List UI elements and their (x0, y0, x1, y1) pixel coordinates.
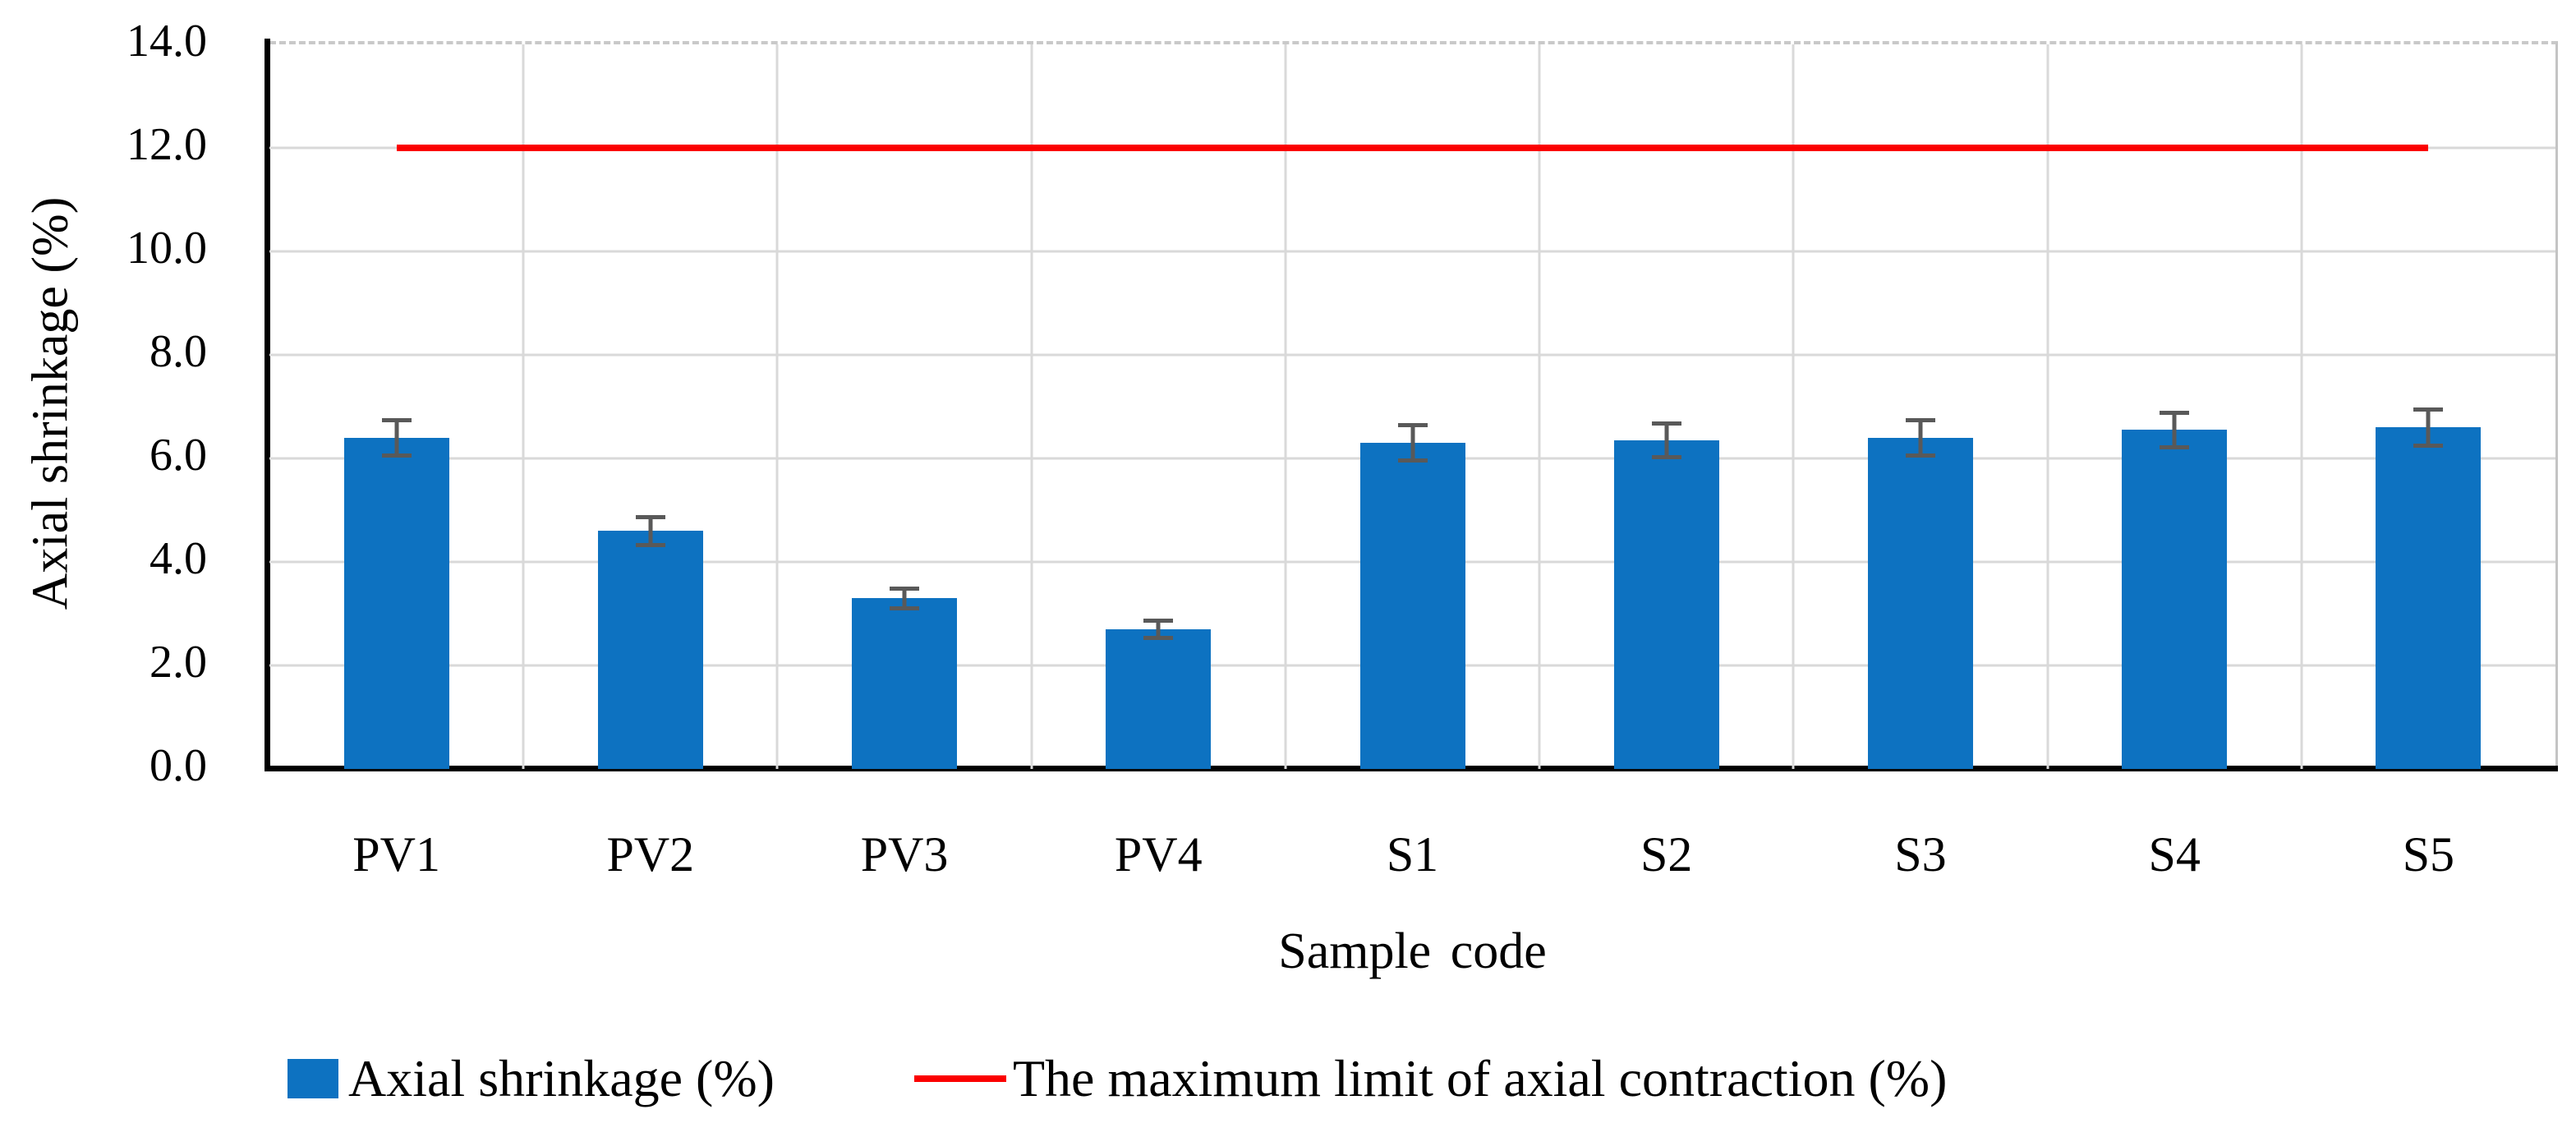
x-tick-label-S5: S5 (2402, 827, 2455, 882)
y-tick-label-6.0: 6.0 (150, 430, 207, 481)
x-tick-label-S3: S3 (1894, 827, 1947, 882)
error-bar-stem (1664, 423, 1669, 458)
bar-S4 (2122, 430, 2228, 769)
error-bar-PV2 (635, 514, 665, 547)
y-tick-label-4.0: 4.0 (150, 533, 207, 584)
error-bar-stem (1410, 425, 1414, 462)
max-limit-line (396, 145, 2429, 151)
error-bar-S5 (2413, 407, 2444, 448)
x-tick-label-S2: S2 (1640, 827, 1693, 882)
x-axis-title: Sample code (1278, 923, 1547, 979)
error-bar-PV4 (1143, 618, 1174, 641)
error-bar-S2 (1651, 421, 1681, 459)
bar-S5 (2376, 427, 2482, 769)
x-tick-label-PV4: PV4 (1114, 827, 1203, 882)
y-tick-label-10.0: 10.0 (126, 223, 207, 274)
legend-line-swatch-icon (913, 1075, 1006, 1082)
error-bar-stem (1918, 419, 1923, 456)
x-tick-label-S4: S4 (2148, 827, 2201, 882)
error-bar-S4 (2160, 410, 2190, 449)
gridline-vertical-7 (2046, 44, 2049, 769)
error-bar-stem (2426, 408, 2431, 446)
bar-PV4 (1106, 628, 1212, 769)
gridline-vertical-6 (1792, 44, 1795, 769)
error-bar-S1 (1397, 423, 1428, 463)
bar-PV2 (597, 531, 703, 769)
y-tick-label-14.0: 14.0 (126, 16, 207, 67)
bar-PV3 (852, 598, 958, 769)
gridline-horizontal-8.0 (269, 353, 2555, 357)
error-bar-PV1 (381, 417, 412, 458)
x-axis-tick-labels: PV1 PV2 PV3 PV4 S1 S2 S3 S4 S5 (269, 817, 2555, 891)
y-tick-label-8.0: 8.0 (150, 326, 207, 377)
plot-area (269, 41, 2558, 769)
bar-S1 (1359, 443, 1465, 769)
error-bar-stem (902, 587, 907, 609)
gridline-horizontal-10.0 (269, 250, 2555, 253)
error-bar-stem (1156, 619, 1161, 639)
bar-S2 (1613, 440, 1719, 769)
gridline-vertical-8 (2300, 44, 2303, 769)
error-bar-S3 (1905, 417, 1935, 458)
y-axis-tick-labels: 0.0 2.0 4.0 6.0 8.0 10.0 12.0 14.0 (0, 18, 207, 789)
bar-S3 (1867, 437, 1973, 769)
y-axis-line (264, 39, 270, 771)
error-bar-stem (394, 419, 399, 456)
gridline-vertical-4 (1284, 44, 1287, 769)
gridline-vertical-5 (1538, 44, 1541, 769)
y-tick-label-0.0: 0.0 (150, 740, 207, 791)
error-bar-stem (648, 516, 653, 545)
x-tick-label-S1: S1 (1386, 827, 1439, 882)
x-tick-label-PV1: PV1 (352, 827, 440, 882)
legend-bar-swatch-icon (288, 1059, 338, 1098)
x-tick-label-PV3: PV3 (860, 827, 949, 882)
error-bar-PV3 (890, 586, 920, 610)
gridline-vertical-3 (1030, 44, 1033, 769)
gridline-vertical-1 (522, 44, 525, 769)
bar-PV1 (343, 437, 449, 769)
error-bar-stem (2172, 412, 2177, 448)
legend: Axial shrinkage (%) The maximum limit of… (288, 1042, 1947, 1116)
y-tick-label-12.0: 12.0 (126, 119, 207, 170)
y-tick-label-2.0: 2.0 (150, 637, 207, 688)
legend-label-axial-shrinkage: Axial shrinkage (%) (348, 1049, 775, 1107)
x-tick-label-PV2: PV2 (606, 827, 695, 882)
legend-label-max-limit: The maximum limit of axial contraction (… (1012, 1049, 1948, 1107)
gridline-vertical-2 (775, 44, 779, 769)
